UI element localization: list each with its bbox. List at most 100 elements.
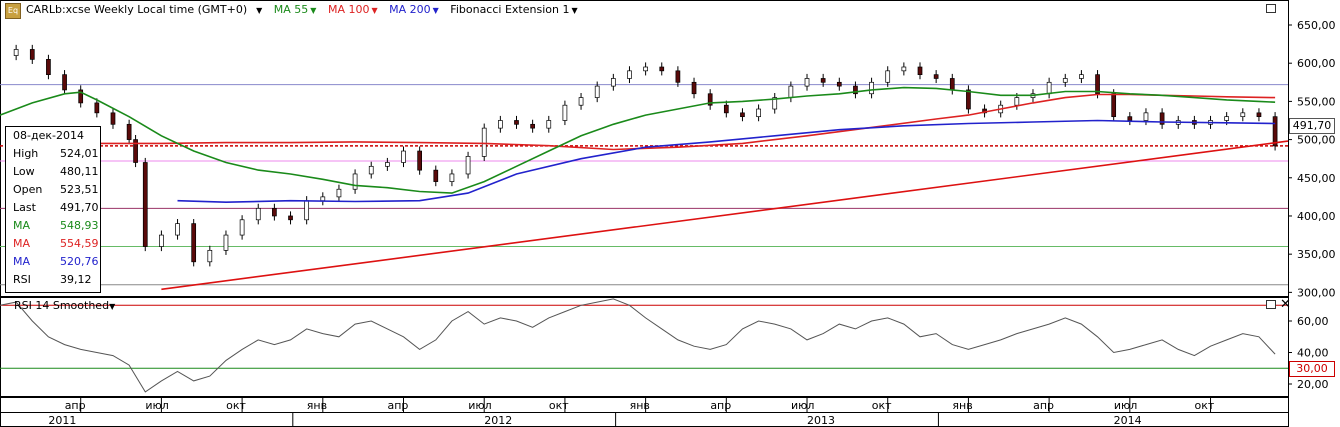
candle-body xyxy=(1224,116,1230,121)
price-tick-label: 400,00 xyxy=(1297,210,1336,223)
ma100-dropdown-icon[interactable]: ▼ xyxy=(371,6,378,15)
candle-body xyxy=(546,120,552,129)
rsi-tick-label: 40,00 xyxy=(1297,347,1329,360)
month-label: апр xyxy=(65,399,86,412)
price-tick-label: 300,00 xyxy=(1297,286,1336,299)
rsi-level-tag: 30,00 xyxy=(1289,361,1335,377)
candle-body xyxy=(853,85,858,95)
candle-body xyxy=(142,162,148,247)
year-label: 2013 xyxy=(807,414,835,427)
month-label: апр xyxy=(388,399,409,412)
year-label: 2012 xyxy=(484,414,512,427)
legend-label: Last xyxy=(13,201,36,214)
candle-body xyxy=(29,49,35,60)
candle-body xyxy=(1111,93,1117,118)
ma55-label[interactable]: MA 55 xyxy=(273,3,309,16)
legend-label: MA xyxy=(13,255,31,268)
candle-body xyxy=(385,162,390,167)
ma200-dropdown-icon[interactable]: ▼ xyxy=(432,6,439,15)
candle-body xyxy=(578,97,584,106)
candle-body xyxy=(94,102,100,114)
candle-body xyxy=(417,150,422,171)
candle-body xyxy=(1127,116,1133,121)
month-label: июл xyxy=(145,399,168,412)
price-tick-label: 500,00 xyxy=(1297,134,1336,147)
legend-value: 491,70 xyxy=(60,201,99,214)
candle-body xyxy=(110,112,116,125)
candle-body xyxy=(159,234,164,247)
legend-row: Open 523,51 xyxy=(13,183,99,198)
candle-body xyxy=(13,49,19,56)
price-tick-label: 450,00 xyxy=(1297,172,1336,185)
ma100-label[interactable]: MA 100 xyxy=(327,3,370,16)
candle-body xyxy=(223,234,229,251)
candle-body xyxy=(1079,74,1084,79)
legend-row: MA 548,93 xyxy=(13,219,99,234)
candle-body xyxy=(804,78,810,87)
symbol-title[interactable]: CARLb:xcse Weekly Local time (GMT+0) xyxy=(26,3,248,16)
candle-body xyxy=(320,196,326,202)
candle-body xyxy=(1256,112,1262,118)
candle-body xyxy=(820,78,826,83)
data-legend: 08-дек-2014 High 524,01 Low 480,11 Open 523,5… xyxy=(5,126,101,293)
legend-row: MA 554,59 xyxy=(13,237,99,252)
maximize-price-pane-icon[interactable] xyxy=(1266,4,1276,13)
candle-body xyxy=(207,249,213,263)
candle-body xyxy=(481,127,487,157)
month-label: июл xyxy=(468,399,491,412)
fib-dropdown-icon[interactable]: ▼ xyxy=(571,6,578,15)
legend-value: 39,12 xyxy=(60,273,92,286)
candle-body xyxy=(788,85,794,98)
maximize-rsi-pane-icon[interactable] xyxy=(1266,300,1276,309)
month-label: июл xyxy=(791,399,814,412)
rsi-line xyxy=(0,298,1276,393)
candle-body xyxy=(465,156,471,175)
candle-body xyxy=(1240,112,1246,118)
candle-body xyxy=(1062,78,1068,83)
ma200-line xyxy=(177,119,1276,204)
candle-body xyxy=(288,215,293,221)
candle-body xyxy=(836,81,842,87)
candle-body xyxy=(562,104,568,121)
close-rsi-pane-icon[interactable]: ✕ xyxy=(1280,297,1291,312)
month-label: окт xyxy=(1195,399,1215,412)
last-price-tag: 491,70 xyxy=(1289,118,1335,134)
legend-value: 524,01 xyxy=(60,147,99,160)
price-tick-label: 350,00 xyxy=(1297,248,1336,261)
candle-body xyxy=(740,112,745,118)
candle-body xyxy=(46,59,51,76)
price-tick-label: 550,00 xyxy=(1297,95,1336,108)
chart-header: CARLb:xcse Weekly Local time (GMT+0) ▼ MA… xyxy=(26,3,586,17)
fib-label[interactable]: Fibonacci Extension 1 xyxy=(450,3,570,16)
candle-body xyxy=(772,97,778,110)
legend-value: 523,51 xyxy=(60,183,99,196)
symbol-dropdown-icon[interactable]: ▼ xyxy=(256,6,263,15)
candle-body xyxy=(901,66,907,72)
candle-body xyxy=(126,123,132,140)
legend-label: MA xyxy=(13,219,31,232)
candle-body xyxy=(1272,116,1278,147)
ma200-label[interactable]: MA 200 xyxy=(389,3,431,16)
legend-value: 520,76 xyxy=(60,255,99,268)
month-label: июл xyxy=(1114,399,1137,412)
candle-body xyxy=(336,188,342,198)
candle-body xyxy=(239,219,245,236)
legend-label: Open xyxy=(13,183,43,196)
candle-body xyxy=(133,139,138,163)
candle-body xyxy=(78,89,84,104)
legend-value: 554,59 xyxy=(60,237,99,250)
candle-body xyxy=(917,66,923,76)
candle-body xyxy=(272,207,277,217)
rsi-title[interactable]: RSI 14 Smoothed▼ xyxy=(14,299,116,312)
candle-body xyxy=(1159,112,1165,125)
candle-body xyxy=(659,66,665,72)
legend-label: Low xyxy=(13,165,35,178)
candle-body xyxy=(449,173,455,182)
candle-body xyxy=(643,66,648,72)
candle-body xyxy=(1143,112,1149,121)
month-label: янв xyxy=(952,399,972,412)
candle-body xyxy=(869,81,874,95)
candle-body xyxy=(723,104,729,114)
ma55-dropdown-icon[interactable]: ▼ xyxy=(310,6,317,15)
